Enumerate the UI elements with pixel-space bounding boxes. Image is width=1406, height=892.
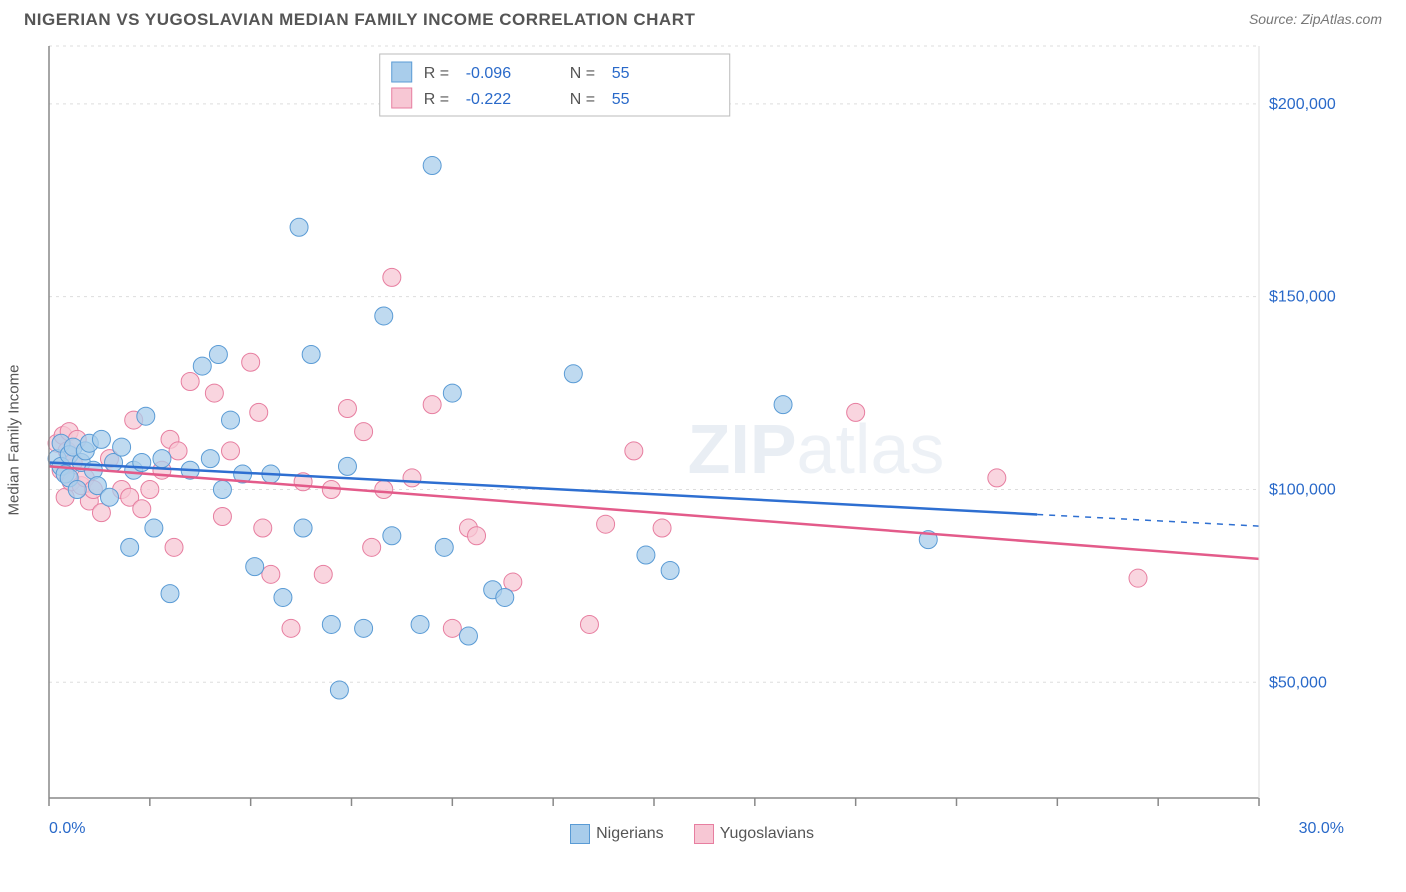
svg-text:$100,000: $100,000 bbox=[1269, 481, 1336, 498]
svg-text:-0.222: -0.222 bbox=[466, 91, 511, 108]
legend-swatch bbox=[570, 824, 590, 844]
svg-text:R =: R = bbox=[424, 91, 449, 108]
svg-text:$50,000: $50,000 bbox=[1269, 674, 1327, 691]
legend-swatch bbox=[694, 824, 714, 844]
svg-text:-0.096: -0.096 bbox=[466, 65, 511, 82]
source-prefix: Source: bbox=[1249, 11, 1301, 27]
x-max-label: 30.0% bbox=[1299, 820, 1344, 844]
svg-text:R =: R = bbox=[424, 65, 449, 82]
scatter-chart: $50,000 $100,000 $150,000 $200,000 ZIPatlas R… bbox=[24, 36, 1344, 816]
svg-text:$150,000: $150,000 bbox=[1269, 289, 1336, 306]
y-axis-label: Median Family Income bbox=[6, 365, 23, 516]
svg-text:55: 55 bbox=[612, 65, 630, 82]
svg-text:55: 55 bbox=[612, 91, 630, 108]
svg-text:ZIPatlas: ZIPatlas bbox=[688, 410, 945, 488]
source-label: Source: ZipAtlas.com bbox=[1249, 11, 1382, 29]
series-legend: Nigerians Yugoslavians bbox=[570, 824, 814, 844]
legend-item: Nigerians bbox=[570, 824, 664, 844]
svg-text:$200,000: $200,000 bbox=[1269, 96, 1336, 113]
source-name: ZipAtlas.com bbox=[1301, 11, 1382, 27]
x-axis-labels: 0.0% Nigerians Yugoslavians 30.0% bbox=[24, 816, 1344, 844]
x-min-label: 0.0% bbox=[49, 820, 85, 844]
svg-text:N =: N = bbox=[570, 91, 595, 108]
chart-title: NIGERIAN VS YUGOSLAVIAN MEDIAN FAMILY IN… bbox=[24, 10, 695, 30]
svg-text:N =: N = bbox=[570, 65, 595, 82]
legend-item: Yugoslavians bbox=[694, 824, 814, 844]
